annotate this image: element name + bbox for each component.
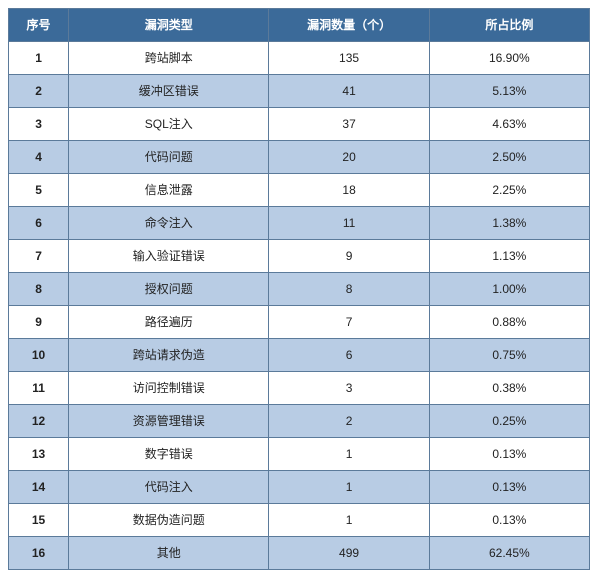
- table-header-row: 序号 漏洞类型 漏洞数量（个） 所占比例: [9, 9, 590, 42]
- table-row: 15数据伪造问题10.13%: [9, 504, 590, 537]
- col-header-type: 漏洞类型: [69, 9, 269, 42]
- cell-percent: 0.13%: [429, 438, 589, 471]
- cell-percent: 1.00%: [429, 273, 589, 306]
- col-header-percent: 所占比例: [429, 9, 589, 42]
- vuln-table: 序号 漏洞类型 漏洞数量（个） 所占比例 1跨站脚本13516.90%2缓冲区错…: [8, 8, 590, 570]
- cell-count: 2: [269, 405, 429, 438]
- cell-percent: 62.45%: [429, 537, 589, 570]
- cell-count: 1: [269, 438, 429, 471]
- cell-percent: 0.25%: [429, 405, 589, 438]
- cell-index: 13: [9, 438, 69, 471]
- cell-count: 6: [269, 339, 429, 372]
- cell-type: 其他: [69, 537, 269, 570]
- cell-index: 12: [9, 405, 69, 438]
- cell-type: 授权问题: [69, 273, 269, 306]
- table-row: 14代码注入10.13%: [9, 471, 590, 504]
- cell-index: 11: [9, 372, 69, 405]
- cell-count: 499: [269, 537, 429, 570]
- cell-index: 7: [9, 240, 69, 273]
- vuln-table-container: 序号 漏洞类型 漏洞数量（个） 所占比例 1跨站脚本13516.90%2缓冲区错…: [8, 8, 590, 570]
- cell-type: 访问控制错误: [69, 372, 269, 405]
- cell-percent: 2.50%: [429, 141, 589, 174]
- cell-percent: 4.63%: [429, 108, 589, 141]
- cell-type: 输入验证错误: [69, 240, 269, 273]
- table-row: 2缓冲区错误415.13%: [9, 75, 590, 108]
- cell-count: 8: [269, 273, 429, 306]
- cell-percent: 5.13%: [429, 75, 589, 108]
- cell-type: 数字错误: [69, 438, 269, 471]
- cell-count: 20: [269, 141, 429, 174]
- cell-index: 6: [9, 207, 69, 240]
- table-row: 13数字错误10.13%: [9, 438, 590, 471]
- table-row: 12资源管理错误20.25%: [9, 405, 590, 438]
- cell-percent: 1.38%: [429, 207, 589, 240]
- cell-index: 9: [9, 306, 69, 339]
- cell-percent: 16.90%: [429, 42, 589, 75]
- cell-count: 11: [269, 207, 429, 240]
- cell-type: 数据伪造问题: [69, 504, 269, 537]
- cell-percent: 0.13%: [429, 504, 589, 537]
- cell-count: 7: [269, 306, 429, 339]
- table-row: 7输入验证错误91.13%: [9, 240, 590, 273]
- cell-index: 15: [9, 504, 69, 537]
- cell-percent: 0.13%: [429, 471, 589, 504]
- cell-count: 18: [269, 174, 429, 207]
- cell-type: 跨站请求伪造: [69, 339, 269, 372]
- cell-type: SQL注入: [69, 108, 269, 141]
- cell-count: 41: [269, 75, 429, 108]
- cell-index: 1: [9, 42, 69, 75]
- cell-count: 9: [269, 240, 429, 273]
- cell-count: 135: [269, 42, 429, 75]
- cell-count: 37: [269, 108, 429, 141]
- cell-count: 1: [269, 504, 429, 537]
- cell-percent: 1.13%: [429, 240, 589, 273]
- cell-index: 10: [9, 339, 69, 372]
- cell-type: 跨站脚本: [69, 42, 269, 75]
- table-row: 10跨站请求伪造60.75%: [9, 339, 590, 372]
- cell-type: 路径遍历: [69, 306, 269, 339]
- cell-type: 资源管理错误: [69, 405, 269, 438]
- cell-index: 4: [9, 141, 69, 174]
- table-row: 6命令注入111.38%: [9, 207, 590, 240]
- col-header-count: 漏洞数量（个）: [269, 9, 429, 42]
- cell-percent: 0.75%: [429, 339, 589, 372]
- cell-type: 命令注入: [69, 207, 269, 240]
- cell-type: 代码问题: [69, 141, 269, 174]
- table-row: 9路径遍历70.88%: [9, 306, 590, 339]
- table-row: 5信息泄露182.25%: [9, 174, 590, 207]
- cell-index: 14: [9, 471, 69, 504]
- cell-percent: 0.38%: [429, 372, 589, 405]
- table-row: 1跨站脚本13516.90%: [9, 42, 590, 75]
- cell-count: 1: [269, 471, 429, 504]
- cell-index: 3: [9, 108, 69, 141]
- cell-index: 2: [9, 75, 69, 108]
- cell-type: 信息泄露: [69, 174, 269, 207]
- table-row: 8授权问题81.00%: [9, 273, 590, 306]
- table-row: 16其他49962.45%: [9, 537, 590, 570]
- table-row: 3SQL注入374.63%: [9, 108, 590, 141]
- cell-type: 缓冲区错误: [69, 75, 269, 108]
- cell-percent: 2.25%: [429, 174, 589, 207]
- table-row: 11访问控制错误30.38%: [9, 372, 590, 405]
- table-body: 1跨站脚本13516.90%2缓冲区错误415.13%3SQL注入374.63%…: [9, 42, 590, 570]
- cell-index: 8: [9, 273, 69, 306]
- cell-percent: 0.88%: [429, 306, 589, 339]
- col-header-index: 序号: [9, 9, 69, 42]
- cell-type: 代码注入: [69, 471, 269, 504]
- cell-index: 16: [9, 537, 69, 570]
- cell-index: 5: [9, 174, 69, 207]
- table-row: 4代码问题202.50%: [9, 141, 590, 174]
- table-header: 序号 漏洞类型 漏洞数量（个） 所占比例: [9, 9, 590, 42]
- cell-count: 3: [269, 372, 429, 405]
